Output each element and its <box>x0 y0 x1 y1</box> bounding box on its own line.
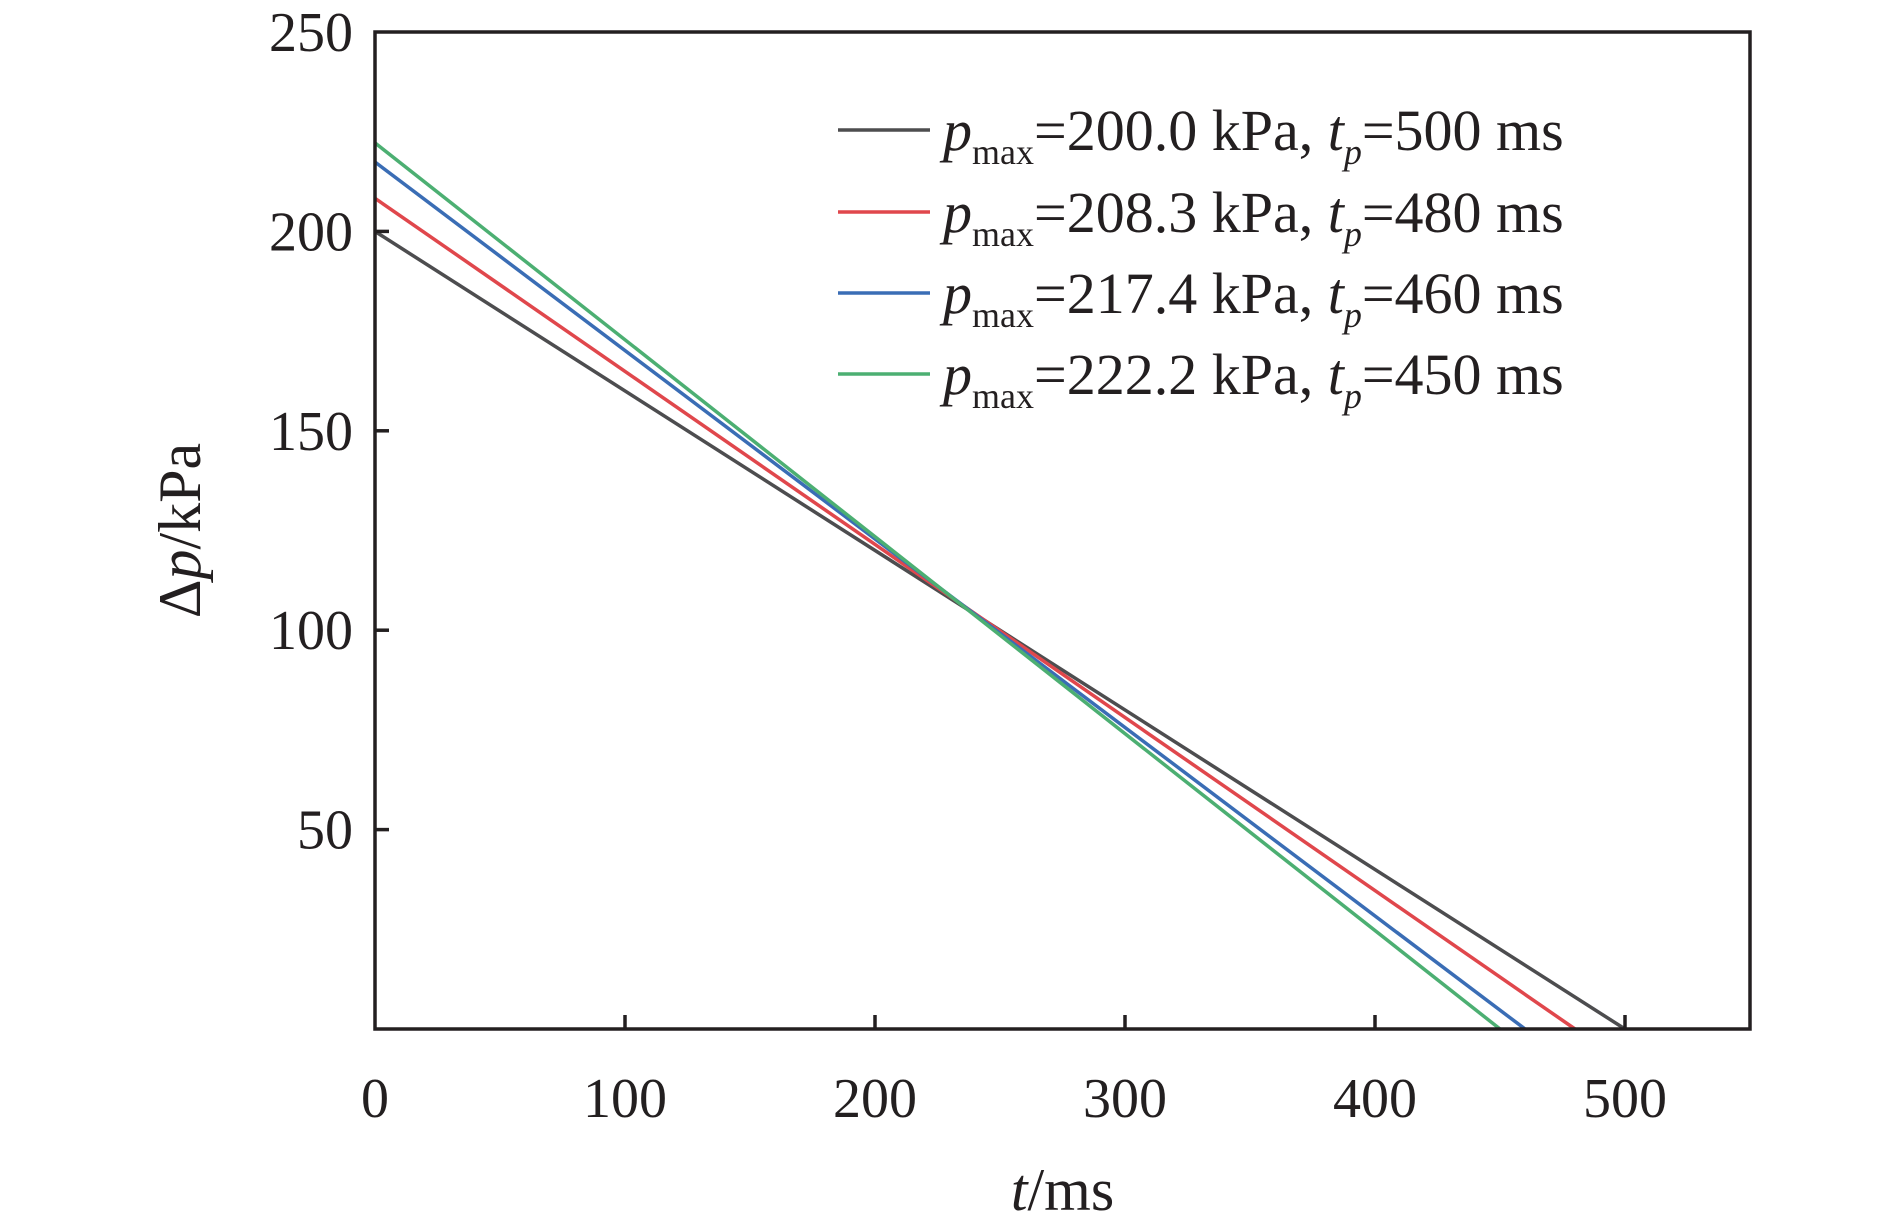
legend-value-pressure: =200.0 kPa, <box>1034 98 1328 163</box>
x-tick-label: 100 <box>583 1068 667 1130</box>
series-line-4 <box>373 141 1502 1031</box>
legend-value-time: =450 ms <box>1362 342 1564 407</box>
legend-label-2: pmax=208.3 kPa, tp=480 ms <box>939 180 1564 254</box>
x-axis-label-variable: t <box>1011 1157 1029 1222</box>
y-axis-label: Δp/kPa <box>147 443 213 618</box>
legend-sub-max: max <box>972 132 1034 172</box>
legend-value-time: =480 ms <box>1362 180 1564 245</box>
x-axis-label: t/ms <box>1011 1157 1114 1222</box>
legend-value-time: =460 ms <box>1362 261 1564 326</box>
y-axis-label-variable: p <box>147 550 213 584</box>
legend-p: p <box>939 342 972 407</box>
legend-value-pressure: =222.2 kPa, <box>1034 342 1328 407</box>
legend-t: t <box>1328 342 1346 407</box>
x-axis-label-unit: /ms <box>1027 1157 1114 1222</box>
legend-sub-max: max <box>972 295 1034 335</box>
legend-t: t <box>1328 98 1346 163</box>
x-tick-label: 500 <box>1583 1068 1667 1130</box>
series-layer <box>373 141 1626 1031</box>
legend-label-4: pmax=222.2 kPa, tp=450 ms <box>939 342 1564 416</box>
x-tick-label: 0 <box>361 1068 389 1130</box>
legend-sub-p: p <box>1341 295 1362 335</box>
x-tick-label: 400 <box>1333 1068 1417 1130</box>
plot-frame <box>373 30 1752 1031</box>
legend-p: p <box>939 261 972 326</box>
legend-value-time: =500 ms <box>1362 98 1564 163</box>
legend-sub-max: max <box>972 214 1034 254</box>
x-tick-label: 200 <box>833 1068 917 1130</box>
y-tick-label: 150 <box>269 401 353 463</box>
legend-sub-p: p <box>1341 214 1362 254</box>
legend-t: t <box>1328 261 1346 326</box>
legend-t: t <box>1328 180 1346 245</box>
y-tick-label: 200 <box>269 201 353 263</box>
legend-sub-p: p <box>1341 376 1362 416</box>
legend-label-1: pmax=200.0 kPa, tp=500 ms <box>939 98 1564 172</box>
legend-sub-max: max <box>972 376 1034 416</box>
legend-sub-p: p <box>1341 132 1362 172</box>
y-axis-label-unit: /kPa <box>147 443 213 550</box>
legend-p: p <box>939 180 972 245</box>
legend-value-pressure: =217.4 kPa, <box>1034 261 1328 326</box>
legend-label-3: pmax=217.4 kPa, tp=460 ms <box>939 261 1564 335</box>
tick-layer: 0 100 200 300 400 500 50 100 150 200 250 <box>269 2 1667 1130</box>
legend-p: p <box>939 98 972 163</box>
y-axis-label-prefix: Δ <box>147 580 213 619</box>
x-tick-label: 300 <box>1083 1068 1167 1130</box>
y-tick-label: 250 <box>269 2 353 64</box>
y-tick-label: 50 <box>297 800 353 862</box>
y-tick-label: 100 <box>269 600 353 662</box>
axis-label-layer: t/ms Δp/kPa <box>147 443 1114 1222</box>
legend-value-pressure: =208.3 kPa, <box>1034 180 1328 245</box>
